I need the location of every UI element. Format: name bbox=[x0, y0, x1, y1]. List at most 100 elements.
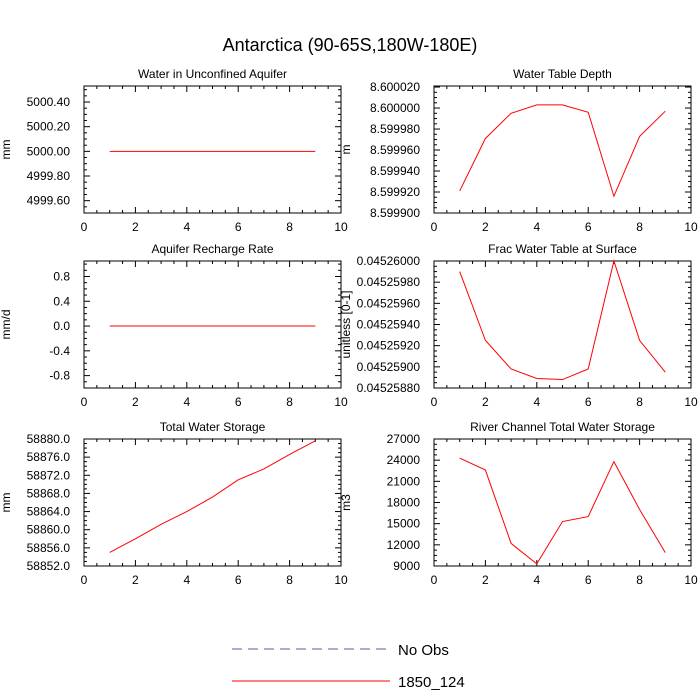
y-axis-label: mm bbox=[0, 493, 13, 513]
x-tick-label: 10 bbox=[334, 395, 348, 409]
legend-label-no-obs: No Obs bbox=[398, 642, 449, 659]
y-tick-label: 21000 bbox=[387, 474, 421, 488]
x-tick-label: 6 bbox=[585, 220, 592, 234]
x-tick-label: 0 bbox=[81, 573, 88, 587]
panel-title: River Channel Total Water Storage bbox=[470, 420, 655, 434]
y-tick-label: 0.04525980 bbox=[357, 275, 421, 289]
y-tick-label: 5000.40 bbox=[27, 95, 71, 109]
x-tick-label: 8 bbox=[636, 220, 643, 234]
y-tick-label: 0.04525960 bbox=[357, 296, 421, 310]
y-axis-label: m bbox=[339, 145, 353, 155]
y-tick-label: 58856.0 bbox=[27, 541, 71, 555]
x-tick-label: 6 bbox=[235, 220, 242, 234]
y-tick-label: 0.04526000 bbox=[357, 254, 421, 268]
y-axis-label: mm/d bbox=[0, 310, 13, 340]
x-tick-label: 2 bbox=[482, 573, 489, 587]
y-tick-label: 58860.0 bbox=[27, 523, 71, 537]
x-tick-label: 0 bbox=[431, 220, 438, 234]
panel-4: Frac Water Table at Surface 0 2 4 6 8 10 0.0452… bbox=[339, 242, 698, 409]
plot-frame bbox=[433, 438, 692, 567]
y-tick-label: 58852.0 bbox=[27, 559, 71, 573]
y-tick-label: 4999.60 bbox=[27, 194, 71, 208]
x-tick-label: 4 bbox=[183, 573, 190, 587]
y-tick-label: 58880.0 bbox=[27, 432, 71, 446]
x-tick-label: 6 bbox=[235, 395, 242, 409]
x-tick-label: 8 bbox=[286, 573, 293, 587]
x-tick-label: 0 bbox=[431, 573, 438, 587]
panels: Water in Unconfined Aquifer 0 2 4 6 8 10 4999.6… bbox=[0, 67, 698, 587]
y-axis-label: unitless [0-1] bbox=[339, 290, 353, 358]
y-tick-label: 58868.0 bbox=[27, 486, 71, 500]
series-line-1850-124 bbox=[459, 457, 666, 565]
series-line-1850-124 bbox=[109, 440, 316, 553]
x-tick-label: 2 bbox=[132, 573, 139, 587]
x-tick-label: 8 bbox=[286, 395, 293, 409]
series-line-1850-124 bbox=[459, 259, 666, 381]
y-tick-label: 12000 bbox=[387, 538, 421, 552]
y-tick-label: 18000 bbox=[387, 496, 421, 510]
x-tick-label: 4 bbox=[183, 220, 190, 234]
x-tick-label: 2 bbox=[482, 395, 489, 409]
y-tick-label: -0.4 bbox=[49, 344, 70, 358]
x-tick-label: 8 bbox=[286, 220, 293, 234]
y-tick-label: 0.04525880 bbox=[357, 381, 421, 395]
x-tick-label: 0 bbox=[81, 395, 88, 409]
x-tick-label: 8 bbox=[636, 573, 643, 587]
x-tick-label: 8 bbox=[636, 395, 643, 409]
plot-frame bbox=[83, 260, 342, 389]
x-tick-label: 10 bbox=[684, 573, 698, 587]
panel-1: Water in Unconfined Aquifer 0 2 4 6 8 10 4999.6… bbox=[0, 67, 348, 234]
x-tick-label: 2 bbox=[132, 220, 139, 234]
x-tick-label: 10 bbox=[684, 395, 698, 409]
y-tick-label: 0.8 bbox=[53, 269, 70, 283]
panel-title: Aquifer Recharge Rate bbox=[151, 242, 273, 256]
panel-3: Aquifer Recharge Rate 0 2 4 6 8 10 -0.8 -0.4 0.0 0… bbox=[0, 242, 348, 409]
y-tick-label: 8.599960 bbox=[370, 143, 420, 157]
y-tick-label: 8.599900 bbox=[370, 206, 420, 220]
y-tick-label: 0.0 bbox=[53, 319, 70, 333]
x-tick-label: 0 bbox=[431, 395, 438, 409]
x-tick-label: 0 bbox=[81, 220, 88, 234]
x-tick-label: 4 bbox=[183, 395, 190, 409]
y-tick-label: 58864.0 bbox=[27, 505, 71, 519]
y-tick-label: 5000.20 bbox=[27, 120, 71, 134]
y-tick-label: 4999.80 bbox=[27, 169, 71, 183]
y-tick-label: 0.04525900 bbox=[357, 360, 421, 374]
y-tick-label: 58876.0 bbox=[27, 450, 71, 464]
y-tick-label: 8.600020 bbox=[370, 80, 420, 94]
x-tick-label: 2 bbox=[482, 220, 489, 234]
y-tick-label: -0.8 bbox=[49, 369, 70, 383]
legend-label-1850-124: 1850_124 bbox=[398, 674, 465, 691]
x-tick-label: 4 bbox=[533, 395, 540, 409]
x-tick-label: 6 bbox=[235, 573, 242, 587]
panel-title: Water in Unconfined Aquifer bbox=[138, 67, 287, 81]
panel-title: Frac Water Table at Surface bbox=[488, 242, 637, 256]
plot-frame bbox=[83, 85, 342, 214]
x-tick-label: 10 bbox=[334, 220, 348, 234]
x-tick-label: 10 bbox=[684, 220, 698, 234]
panel-title: Water Table Depth bbox=[513, 67, 612, 81]
panel-5: Total Water Storage 0 2 4 6 8 10 58852.0 58856.0… bbox=[0, 420, 348, 587]
y-tick-label: 8.600000 bbox=[370, 101, 420, 115]
y-tick-label: 0.4 bbox=[53, 294, 70, 308]
panel-6: River Channel Total Water Storage 0 2 4 6 8 10… bbox=[339, 420, 698, 587]
panel-2: Water Table Depth 0 2 4 6 8 10 8.599900 8.599920… bbox=[339, 67, 698, 234]
x-tick-label: 10 bbox=[334, 573, 348, 587]
figure-title: Antarctica (90-65S,180W-180E) bbox=[223, 35, 478, 55]
series-line-1850-124 bbox=[459, 104, 666, 198]
x-tick-label: 4 bbox=[533, 573, 540, 587]
y-tick-label: 9000 bbox=[393, 559, 420, 573]
y-tick-label: 8.599940 bbox=[370, 164, 420, 178]
y-tick-label: 24000 bbox=[387, 453, 421, 467]
y-tick-label: 0.04525940 bbox=[357, 318, 421, 332]
y-axis-label: m3 bbox=[339, 494, 353, 511]
y-tick-label: 8.599980 bbox=[370, 122, 420, 136]
y-tick-label: 8.599920 bbox=[370, 185, 420, 199]
plot-frame bbox=[433, 260, 692, 389]
y-tick-label: 15000 bbox=[387, 517, 421, 531]
x-tick-label: 2 bbox=[132, 395, 139, 409]
x-tick-label: 6 bbox=[585, 395, 592, 409]
x-tick-label: 4 bbox=[533, 220, 540, 234]
legend: No Obs 1850_124 bbox=[232, 642, 465, 691]
